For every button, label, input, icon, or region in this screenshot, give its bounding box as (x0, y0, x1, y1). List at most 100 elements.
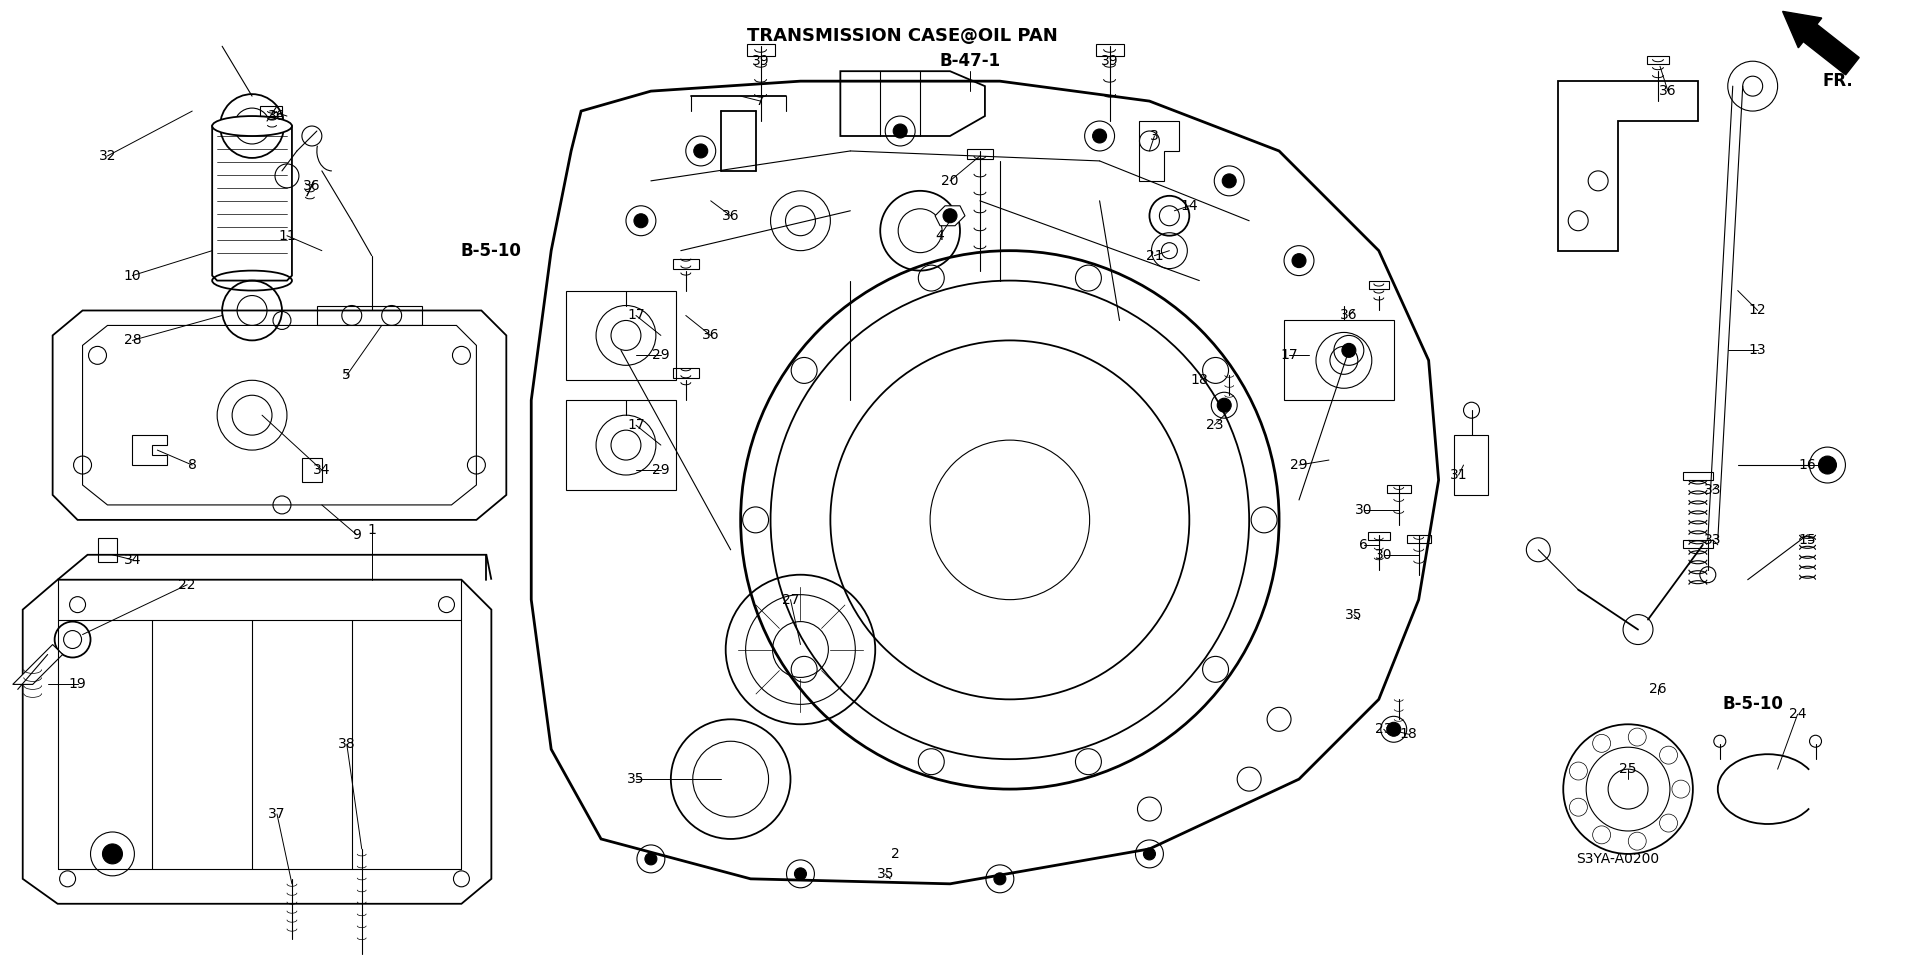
Bar (1407, 535, 1430, 543)
Bar (1684, 472, 1713, 480)
Text: 33: 33 (1705, 533, 1722, 547)
Circle shape (795, 868, 806, 879)
Text: 36: 36 (1659, 84, 1676, 98)
Bar (1369, 281, 1388, 289)
Circle shape (693, 144, 708, 158)
Text: 26: 26 (1649, 683, 1667, 696)
Bar (566, 400, 676, 490)
Text: 14: 14 (1181, 199, 1198, 213)
Text: FR.: FR. (1822, 72, 1853, 90)
Text: 29: 29 (1290, 458, 1308, 472)
Text: 25: 25 (1619, 762, 1638, 776)
Circle shape (893, 124, 906, 138)
Polygon shape (935, 206, 966, 225)
Text: B-5-10: B-5-10 (461, 242, 522, 260)
Text: 36: 36 (1340, 309, 1357, 322)
Text: 20: 20 (941, 174, 958, 188)
Text: 7: 7 (756, 94, 764, 108)
Bar (1453, 435, 1488, 495)
FancyArrow shape (1782, 12, 1859, 75)
Circle shape (1292, 254, 1306, 268)
Text: 24: 24 (1789, 708, 1807, 721)
Text: 39: 39 (753, 55, 770, 68)
Text: S3YA-A0200: S3YA-A0200 (1576, 852, 1659, 866)
Text: 16: 16 (1799, 458, 1816, 472)
Circle shape (995, 873, 1006, 885)
Text: 17: 17 (628, 418, 645, 433)
Text: 36: 36 (722, 209, 739, 222)
Text: 6: 6 (1359, 538, 1369, 551)
Text: 22: 22 (179, 577, 196, 592)
Bar (1684, 540, 1713, 548)
Bar (1284, 320, 1394, 400)
Circle shape (1386, 722, 1402, 737)
Circle shape (1569, 798, 1588, 816)
Text: 34: 34 (123, 552, 142, 567)
Text: 29: 29 (653, 348, 670, 363)
Circle shape (1223, 174, 1236, 188)
Text: 39: 39 (1100, 55, 1117, 68)
Circle shape (1594, 735, 1611, 752)
Circle shape (1217, 398, 1231, 412)
Text: 21: 21 (1146, 248, 1164, 263)
Bar (1096, 44, 1123, 57)
Text: 37: 37 (269, 807, 286, 821)
Circle shape (1809, 447, 1845, 483)
Text: 3: 3 (1150, 129, 1160, 143)
Text: 10: 10 (123, 269, 142, 283)
Text: 5: 5 (342, 368, 351, 383)
Bar (1647, 57, 1668, 64)
Bar (98, 538, 117, 562)
Bar (672, 368, 699, 378)
Circle shape (1628, 728, 1645, 746)
Text: 1: 1 (367, 523, 376, 537)
Bar (1367, 532, 1390, 540)
Circle shape (1659, 814, 1678, 832)
Circle shape (1594, 826, 1611, 844)
Text: 17: 17 (628, 309, 645, 322)
Circle shape (1628, 832, 1645, 850)
Bar (1386, 485, 1411, 493)
Text: 30: 30 (1356, 503, 1373, 517)
Circle shape (1659, 746, 1678, 764)
Circle shape (102, 844, 123, 864)
Text: 38: 38 (338, 737, 355, 751)
Text: B-47-1: B-47-1 (939, 52, 1000, 70)
Text: 30: 30 (1375, 548, 1392, 562)
Circle shape (1672, 780, 1690, 798)
Text: 36: 36 (303, 178, 321, 193)
Bar (672, 259, 699, 269)
Text: 36: 36 (703, 328, 720, 342)
Ellipse shape (213, 116, 292, 136)
Circle shape (645, 853, 657, 865)
Text: 36: 36 (269, 109, 286, 123)
Bar (301, 458, 323, 482)
Text: 31: 31 (1450, 468, 1467, 482)
Text: 17: 17 (1281, 348, 1298, 363)
Circle shape (634, 214, 647, 227)
Text: 15: 15 (1799, 533, 1816, 547)
Text: @OIL PAN: @OIL PAN (960, 27, 1058, 45)
Text: 34: 34 (313, 463, 330, 477)
Text: 35: 35 (628, 772, 645, 786)
Text: 35: 35 (1346, 608, 1363, 621)
Text: 33: 33 (1705, 483, 1722, 497)
Text: 19: 19 (69, 677, 86, 691)
Bar (259, 106, 282, 116)
Bar (968, 149, 993, 159)
Text: 18: 18 (1400, 727, 1417, 741)
Circle shape (1818, 456, 1836, 474)
Circle shape (1569, 762, 1588, 780)
Text: 12: 12 (1749, 303, 1766, 317)
Text: 18: 18 (1190, 373, 1208, 387)
Text: 11: 11 (278, 228, 296, 243)
Bar (747, 44, 774, 57)
Text: 23: 23 (1375, 722, 1392, 737)
Text: 2: 2 (891, 847, 900, 861)
Text: 28: 28 (123, 334, 142, 347)
Text: 32: 32 (98, 149, 117, 163)
Text: 4: 4 (935, 228, 945, 243)
Text: B-5-10: B-5-10 (1722, 695, 1784, 713)
Circle shape (943, 209, 956, 222)
Circle shape (1092, 129, 1106, 143)
